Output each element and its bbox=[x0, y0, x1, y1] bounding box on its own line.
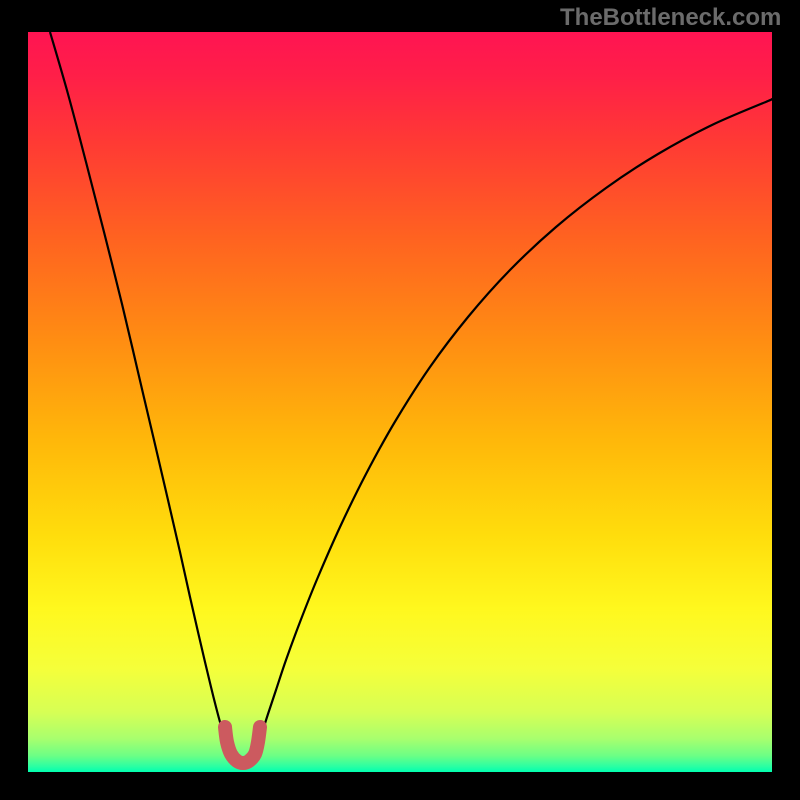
bottleneck-chart bbox=[0, 0, 800, 800]
attribution-label: TheBottleneck.com bbox=[560, 4, 781, 32]
plot-area bbox=[28, 32, 772, 772]
